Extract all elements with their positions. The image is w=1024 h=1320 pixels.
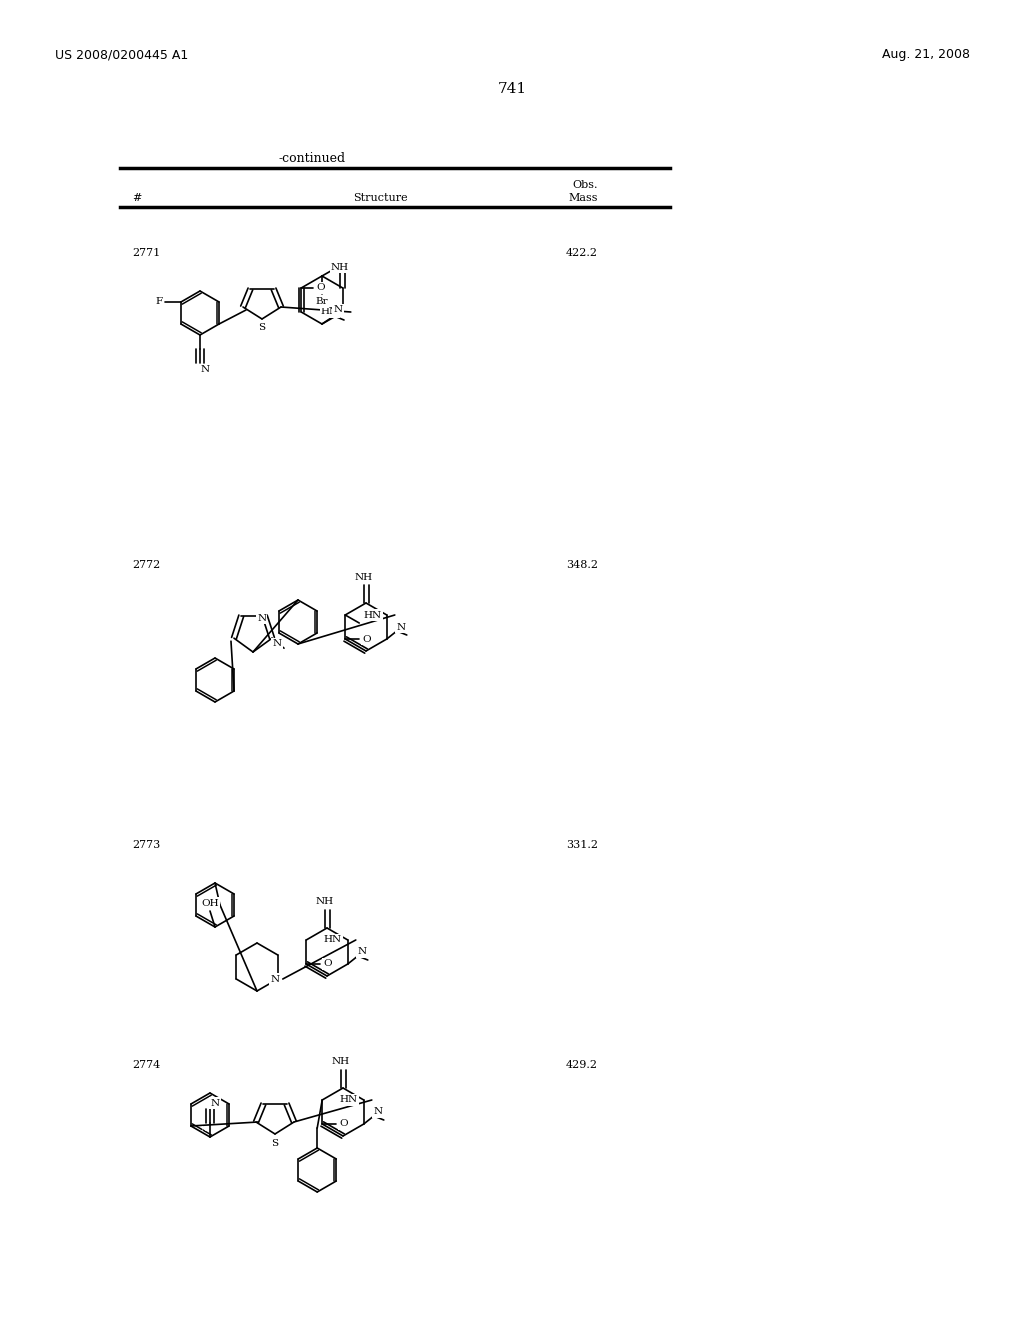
Text: 2771: 2771 bbox=[132, 248, 160, 257]
Text: OH: OH bbox=[201, 899, 219, 908]
Text: US 2008/0200445 A1: US 2008/0200445 A1 bbox=[55, 48, 188, 61]
Text: O: O bbox=[361, 635, 371, 644]
Text: NH: NH bbox=[355, 573, 373, 582]
Text: O: O bbox=[339, 1119, 347, 1129]
Text: N: N bbox=[357, 948, 367, 957]
Text: NH: NH bbox=[316, 898, 334, 907]
Text: N: N bbox=[257, 614, 266, 623]
Text: Br: Br bbox=[315, 297, 329, 306]
Text: 2773: 2773 bbox=[132, 840, 160, 850]
Text: NH: NH bbox=[331, 263, 349, 272]
Text: N: N bbox=[272, 639, 282, 648]
Text: Mass: Mass bbox=[568, 193, 598, 203]
Text: Obs.: Obs. bbox=[572, 180, 598, 190]
Text: O: O bbox=[315, 284, 325, 293]
Text: 348.2: 348.2 bbox=[566, 560, 598, 570]
Text: N: N bbox=[334, 305, 343, 314]
Text: #: # bbox=[132, 193, 141, 203]
Text: 741: 741 bbox=[498, 82, 526, 96]
Text: N: N bbox=[270, 974, 280, 983]
Text: HN: HN bbox=[321, 308, 339, 317]
Text: HN: HN bbox=[324, 936, 342, 945]
Text: HN: HN bbox=[364, 610, 382, 619]
Text: 422.2: 422.2 bbox=[566, 248, 598, 257]
Text: N: N bbox=[373, 1107, 382, 1117]
Text: 2772: 2772 bbox=[132, 560, 160, 570]
Text: Aug. 21, 2008: Aug. 21, 2008 bbox=[882, 48, 970, 61]
Text: 429.2: 429.2 bbox=[566, 1060, 598, 1071]
Text: N: N bbox=[201, 1125, 207, 1133]
Text: 2774: 2774 bbox=[132, 1060, 160, 1071]
Text: S: S bbox=[258, 323, 265, 333]
Text: F: F bbox=[156, 297, 163, 306]
Text: N: N bbox=[211, 1098, 219, 1107]
Text: N: N bbox=[201, 364, 210, 374]
Text: -continued: -continued bbox=[279, 152, 345, 165]
Text: O: O bbox=[323, 960, 332, 969]
Text: N: N bbox=[396, 623, 406, 631]
Text: S: S bbox=[271, 1138, 279, 1147]
Text: 331.2: 331.2 bbox=[566, 840, 598, 850]
Text: Structure: Structure bbox=[352, 193, 408, 203]
Text: HN: HN bbox=[340, 1096, 357, 1105]
Text: NH: NH bbox=[332, 1057, 350, 1067]
